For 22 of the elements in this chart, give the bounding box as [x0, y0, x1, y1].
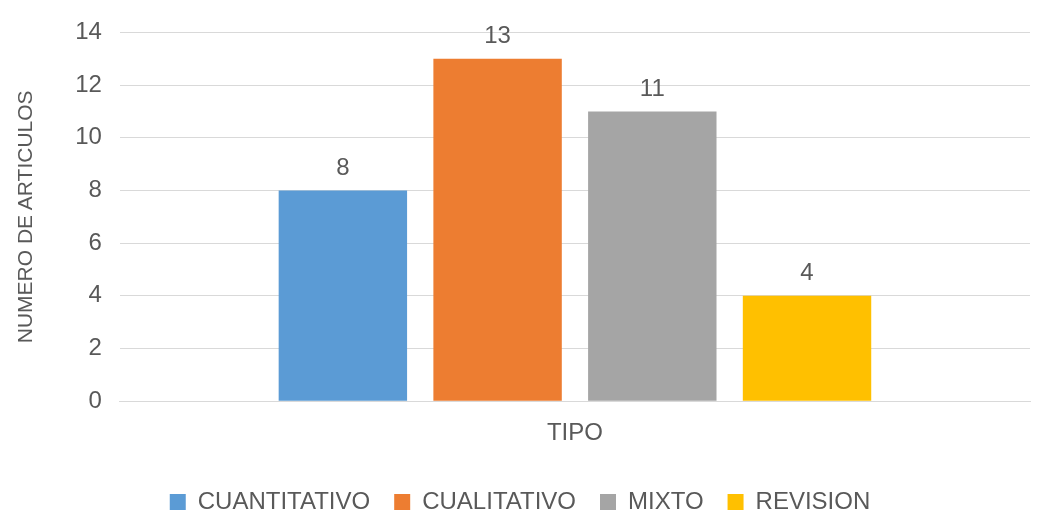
data-label: 8: [336, 153, 350, 181]
legend-label: CUALITATIVO: [422, 486, 576, 514]
data-label: 13: [484, 21, 511, 49]
y-tick-label: 0: [88, 385, 102, 413]
legend-label: CUANTITATIVO: [197, 486, 371, 514]
y-tick-label: 2: [88, 333, 102, 361]
data-label: 11: [639, 74, 665, 102]
y-tick-label: 14: [75, 17, 102, 45]
x-tick-label: TIPO: [546, 418, 603, 446]
legend-label: REVISION: [755, 486, 871, 514]
bar: [742, 295, 872, 401]
bar: [278, 190, 408, 401]
y-tick-label: 10: [75, 122, 102, 150]
bar: [433, 58, 562, 401]
y-tick-label: 4: [88, 280, 102, 308]
bar: [588, 111, 717, 401]
y-tick-label: 8: [88, 175, 102, 203]
y-tick-label: 12: [75, 69, 102, 97]
y-axis-title: NUMERO DE ARTICULOS: [13, 90, 37, 344]
data-label: 4: [800, 258, 814, 286]
legend-label: MIXTO: [627, 486, 704, 514]
y-tick-label: 6: [88, 227, 102, 255]
